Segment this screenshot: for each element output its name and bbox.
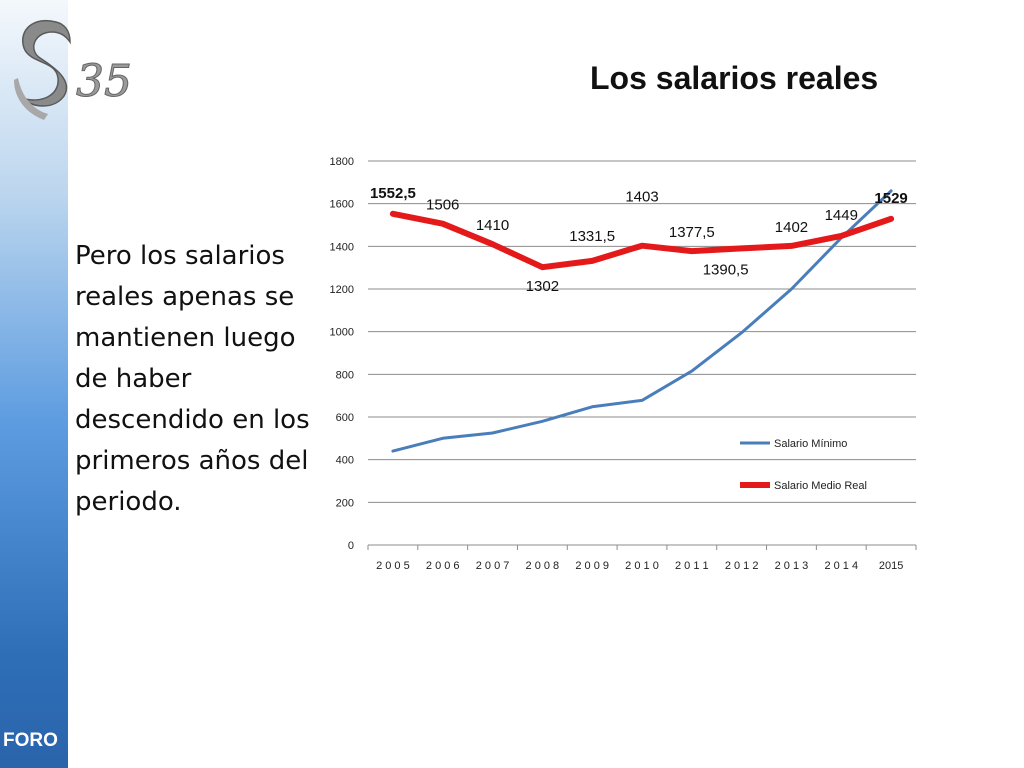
data-label: 1410 xyxy=(476,217,509,234)
legend-label: Salario Mínimo xyxy=(774,438,847,450)
legend-label: Salario Medio Real xyxy=(774,480,867,492)
x-tick-label: 2 0 0 7 xyxy=(476,560,510,572)
y-tick-label: 200 xyxy=(336,497,354,509)
x-tick-label: 2 0 0 5 xyxy=(376,560,410,572)
x-tick-label: 2 0 1 3 xyxy=(775,560,809,572)
y-tick-label: 400 xyxy=(336,455,354,467)
y-tick-label: 1000 xyxy=(330,327,354,339)
data-label: 1302 xyxy=(526,278,559,295)
x-tick-label: 2 0 1 0 xyxy=(625,560,659,572)
x-tick-label: 2 0 1 2 xyxy=(725,560,759,572)
x-tick-label: 2 0 0 6 xyxy=(426,560,460,572)
body-text: Pero los salarios reales apenas se manti… xyxy=(75,241,310,517)
x-tick-label: 2 0 0 9 xyxy=(575,560,609,572)
sidebar-band: FORO xyxy=(0,0,68,768)
data-label: 1529 xyxy=(874,190,907,207)
series-line-salario-medio-real xyxy=(389,210,895,271)
y-tick-label: 1200 xyxy=(330,284,354,296)
y-tick-label: 1600 xyxy=(330,199,354,211)
data-label: 1403 xyxy=(625,189,658,206)
y-tick-label: 800 xyxy=(336,369,354,381)
data-label: 1331,5 xyxy=(569,228,615,245)
y-tick-label: 0 xyxy=(348,540,354,552)
logo: 35 años xyxy=(14,19,134,120)
series-line-salario-minimo xyxy=(391,189,893,453)
y-tick-label: 1400 xyxy=(330,241,354,253)
y-tick-label: 600 xyxy=(336,412,354,424)
data-label: 1402 xyxy=(775,219,808,236)
x-tick-label: 2015 xyxy=(879,560,903,572)
data-label: 1390,5 xyxy=(703,261,749,278)
page-title: Los salarios reales xyxy=(590,60,879,96)
data-label: 1449 xyxy=(825,207,858,224)
logo-text: 35 años xyxy=(76,56,134,107)
y-tick-label: 1800 xyxy=(330,156,354,168)
line-chart: 0 200 400 600 800 1000 1200 1400 1600 1800 2 0 0 5… xyxy=(330,156,917,572)
x-tick-label: 2 0 1 1 xyxy=(675,560,709,572)
x-tick-label: 2 0 1 4 xyxy=(824,560,858,572)
data-label: 1506 xyxy=(426,197,459,214)
data-label: 1377,5 xyxy=(669,224,715,241)
sidebar-label: FORO xyxy=(3,730,58,751)
x-tick-label: 2 0 0 8 xyxy=(526,560,560,572)
data-label: 1552,5 xyxy=(370,185,416,202)
